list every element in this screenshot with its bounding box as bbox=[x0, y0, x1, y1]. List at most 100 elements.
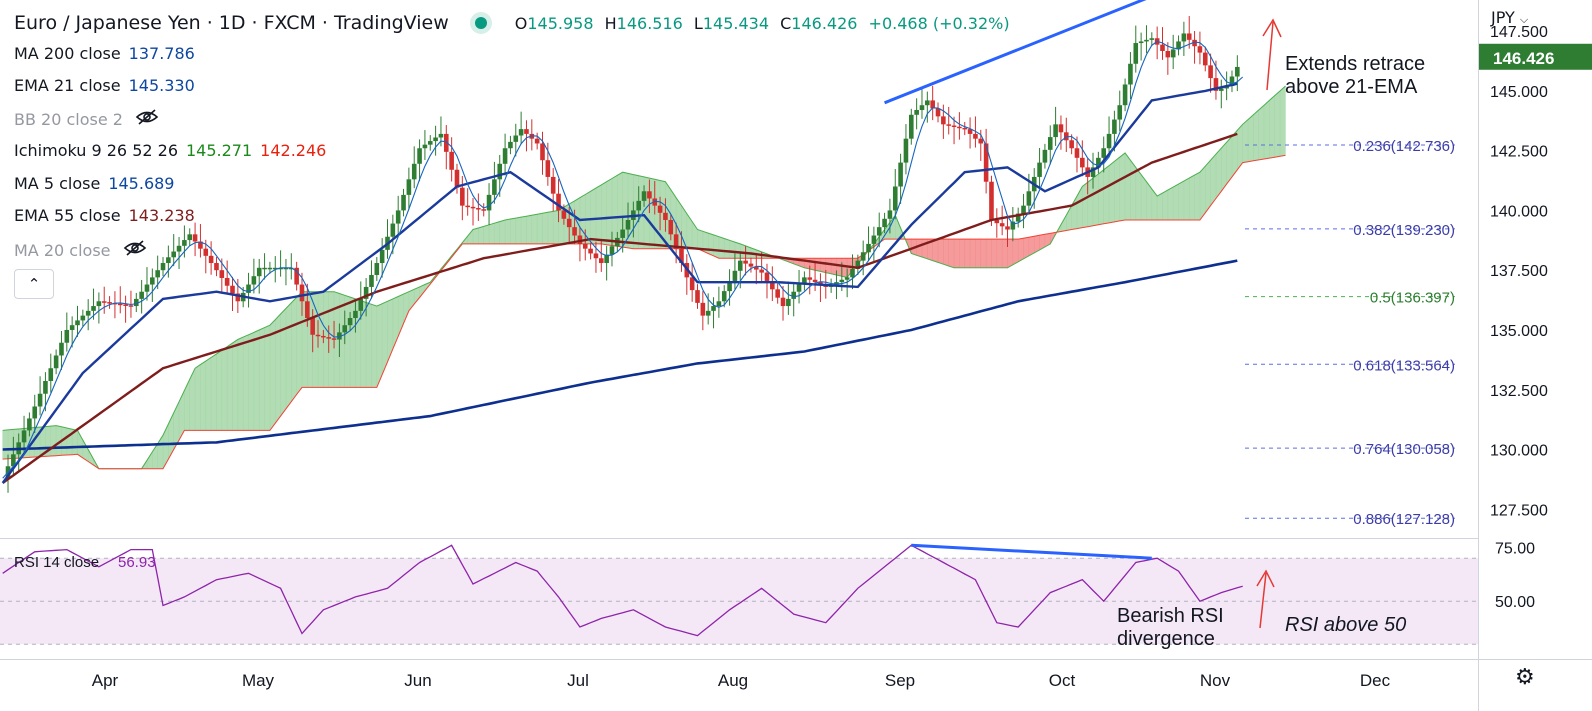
cloud-segment bbox=[66, 427, 73, 456]
cloud-segment bbox=[590, 187, 597, 245]
candle-body bbox=[545, 160, 551, 177]
ohlc-readout: O145.958 H146.516 L145.434 C146.426 +0.4… bbox=[515, 14, 1010, 33]
candle-body bbox=[647, 191, 652, 199]
rsi-arrow-shaft bbox=[1259, 572, 1267, 629]
cloud-segment bbox=[258, 327, 265, 431]
cloud-segment bbox=[290, 296, 297, 403]
candle-body bbox=[486, 194, 492, 211]
cloud-segment bbox=[1114, 156, 1121, 223]
cloud-segment bbox=[707, 232, 714, 257]
candle-body bbox=[1208, 65, 1213, 79]
candle-body bbox=[700, 302, 706, 316]
indicator-bb20[interactable]: BB 20 close 2 bbox=[14, 108, 159, 130]
cloud-segment bbox=[365, 302, 372, 388]
eye-off-icon[interactable] bbox=[135, 108, 159, 130]
candle-body bbox=[299, 284, 305, 302]
cloud-segment bbox=[1199, 165, 1206, 221]
annotation-divergence-line2: divergence bbox=[1117, 628, 1215, 650]
cloud-segment bbox=[606, 178, 613, 246]
cloud-segment bbox=[825, 257, 832, 275]
eye-off-icon[interactable] bbox=[123, 239, 147, 261]
candle-body bbox=[689, 277, 695, 291]
candle-body bbox=[69, 325, 75, 330]
ichimoku-value-a: 145.271 bbox=[186, 141, 253, 160]
candle-body bbox=[1010, 221, 1016, 230]
cloud-segment bbox=[531, 213, 538, 245]
cloud-segment bbox=[1135, 166, 1142, 221]
indicator-ichimoku[interactable]: Ichimoku 9 26 52 26 145.271 142.246 bbox=[14, 141, 327, 160]
time-tick-label: Nov bbox=[1200, 671, 1231, 690]
cloud-segment bbox=[1210, 153, 1217, 207]
cloud-segment bbox=[996, 238, 1003, 269]
price-tick-label: 135.000 bbox=[1490, 323, 1548, 340]
candle-body bbox=[1096, 157, 1101, 168]
candle-body bbox=[443, 133, 449, 152]
symbol-title[interactable]: Euro / Japanese Yen · 1D · FXCM · Tradin… bbox=[14, 12, 449, 34]
currency-selector[interactable]: JPY ⌵ bbox=[1491, 8, 1528, 27]
cloud-segment bbox=[221, 346, 228, 431]
indicator-ema21[interactable]: EMA 21 close 145.330 bbox=[14, 76, 195, 95]
candle-body bbox=[1218, 88, 1224, 91]
cloud-segment bbox=[654, 178, 661, 249]
cloud-segment bbox=[210, 353, 217, 431]
cloud-segment bbox=[948, 238, 955, 269]
indicator-ma200[interactable]: MA 200 close 137.786 bbox=[14, 44, 195, 63]
collapse-legend-button[interactable]: ⌃ bbox=[14, 269, 54, 299]
candle-body bbox=[1149, 38, 1155, 40]
cloud-segment bbox=[1215, 147, 1222, 200]
candle-body bbox=[497, 163, 503, 180]
fib-level-label: 0.236(142.736) bbox=[1353, 138, 1455, 155]
price-badge-label: 146.426 bbox=[1493, 49, 1554, 68]
candle-body bbox=[476, 208, 481, 210]
candle-body bbox=[326, 337, 332, 339]
cloud-segment bbox=[820, 257, 827, 273]
cloud-segment bbox=[1178, 180, 1185, 221]
cloud-segment bbox=[1242, 118, 1249, 163]
candle-body bbox=[855, 260, 861, 269]
candle-body bbox=[796, 284, 802, 292]
candle-body bbox=[139, 291, 144, 299]
indicator-ma5[interactable]: MA 5 close 145.689 bbox=[14, 174, 175, 193]
cloud-segment bbox=[1103, 164, 1110, 225]
candle-body bbox=[748, 263, 754, 267]
ichimoku-value-b: 142.246 bbox=[260, 141, 327, 160]
cloud-segment bbox=[964, 238, 971, 269]
candle-body bbox=[470, 206, 476, 209]
rsi-value: 56.93 bbox=[118, 554, 156, 571]
fib-level-label: 0.5(136.397) bbox=[1370, 290, 1455, 307]
cloud-segment bbox=[1082, 181, 1088, 228]
cloud-segment bbox=[809, 257, 816, 271]
fib-level-label: 0.382(139.230) bbox=[1353, 222, 1455, 239]
gear-icon[interactable]: ⚙ bbox=[1515, 665, 1535, 690]
candle-body bbox=[59, 342, 64, 356]
candle-body bbox=[989, 181, 994, 220]
candle-body bbox=[321, 335, 326, 338]
cloud-segment bbox=[959, 238, 966, 269]
cloud-segment bbox=[253, 329, 260, 431]
open-value: 145.958 bbox=[527, 13, 594, 33]
cloud-segment bbox=[2, 429, 9, 460]
cloud-segment bbox=[1092, 173, 1099, 227]
candle-body bbox=[155, 270, 160, 278]
candle-body bbox=[732, 270, 738, 281]
candle-body bbox=[11, 454, 16, 467]
high-label: H bbox=[604, 13, 617, 33]
cloud-segment bbox=[472, 227, 479, 245]
cloud-segment bbox=[980, 238, 987, 269]
candle-body bbox=[144, 284, 150, 292]
indicator-ma20[interactable]: MA 20 close bbox=[14, 239, 147, 261]
cloud-segment bbox=[1188, 174, 1195, 221]
candle-body bbox=[150, 277, 155, 285]
candle-body bbox=[786, 298, 791, 307]
candle-body bbox=[759, 269, 764, 273]
indicator-ema55[interactable]: EMA 55 close 143.238 bbox=[14, 206, 195, 225]
candle-body bbox=[951, 125, 957, 128]
time-tick-label: May bbox=[242, 671, 275, 690]
candle-body bbox=[267, 267, 273, 270]
candle-body bbox=[246, 284, 251, 293]
candle-body bbox=[363, 286, 369, 299]
candle-body bbox=[27, 418, 32, 431]
candle-body bbox=[85, 310, 91, 316]
